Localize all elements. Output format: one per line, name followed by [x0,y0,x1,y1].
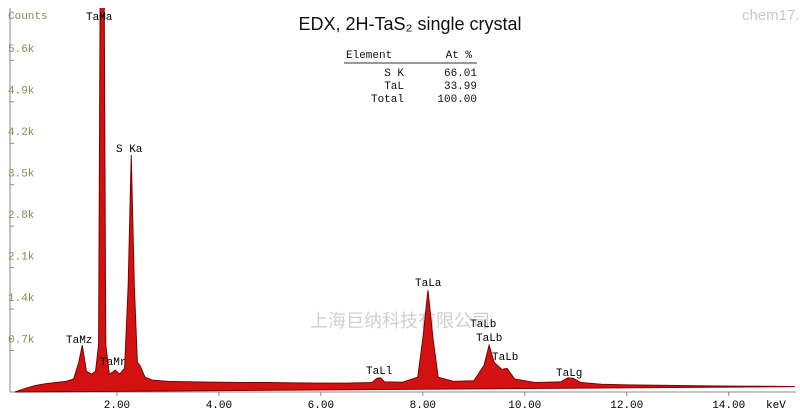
peak-label: TaMa [86,12,113,24]
spectrum-area [14,8,796,393]
table-cell: 33.99 [444,81,477,93]
y-tick-label: 2.8k [8,210,35,222]
x-tick-label: 12.00 [610,400,643,412]
peak-label: TaLb [476,333,502,345]
peak-label: TaLa [415,278,442,290]
peak-label: TaLl [366,366,392,378]
x-tick-label: 2.00 [104,400,130,412]
y-tick-label: 1.4k [8,293,35,305]
table-cell: 66.01 [444,68,477,80]
table-header: Element [346,50,392,62]
result-table: Element At % S K 66.01 TaL 33.99 Total 100.00 [344,50,477,106]
peak-label: S Ka [116,144,143,156]
watermark: 上海巨纳科技有限公司 [310,311,490,331]
x-tick-label: 14.00 [712,400,745,412]
table-cell: TaL [384,81,404,93]
y-axis-label: Counts [8,11,48,23]
y-tick-label: 2.1k [8,252,35,264]
x-tick-label: 6.00 [308,400,334,412]
table-header: At % [446,50,473,62]
x-tick-label: 10.00 [508,400,541,412]
table-cell: 100.00 [437,94,477,106]
x-tick-label: 8.00 [410,400,436,412]
y-tick-label: 5.6k [8,44,35,56]
peak-label: TaLb [470,319,496,331]
chart-title: EDX, 2H-TaS₂ single crystal [298,14,521,34]
x-tick-label: 4.00 [206,400,232,412]
y-tick-label: 0.7k [8,334,35,346]
x-axis-label: keV [766,400,786,412]
peak-label: TaLb [492,352,518,364]
y-tick-label: 4.2k [8,127,35,139]
peak-label: TaLg [556,368,582,380]
watermark: chem17.com [742,7,800,24]
table-cell: Total [371,94,404,106]
peak-label: TaMr [100,357,126,369]
table-cell: S K [384,68,404,80]
peak-label: TaMz [66,335,92,347]
y-tick-label: 3.5k [8,169,35,181]
y-tick-label: 4.9k [8,86,35,98]
